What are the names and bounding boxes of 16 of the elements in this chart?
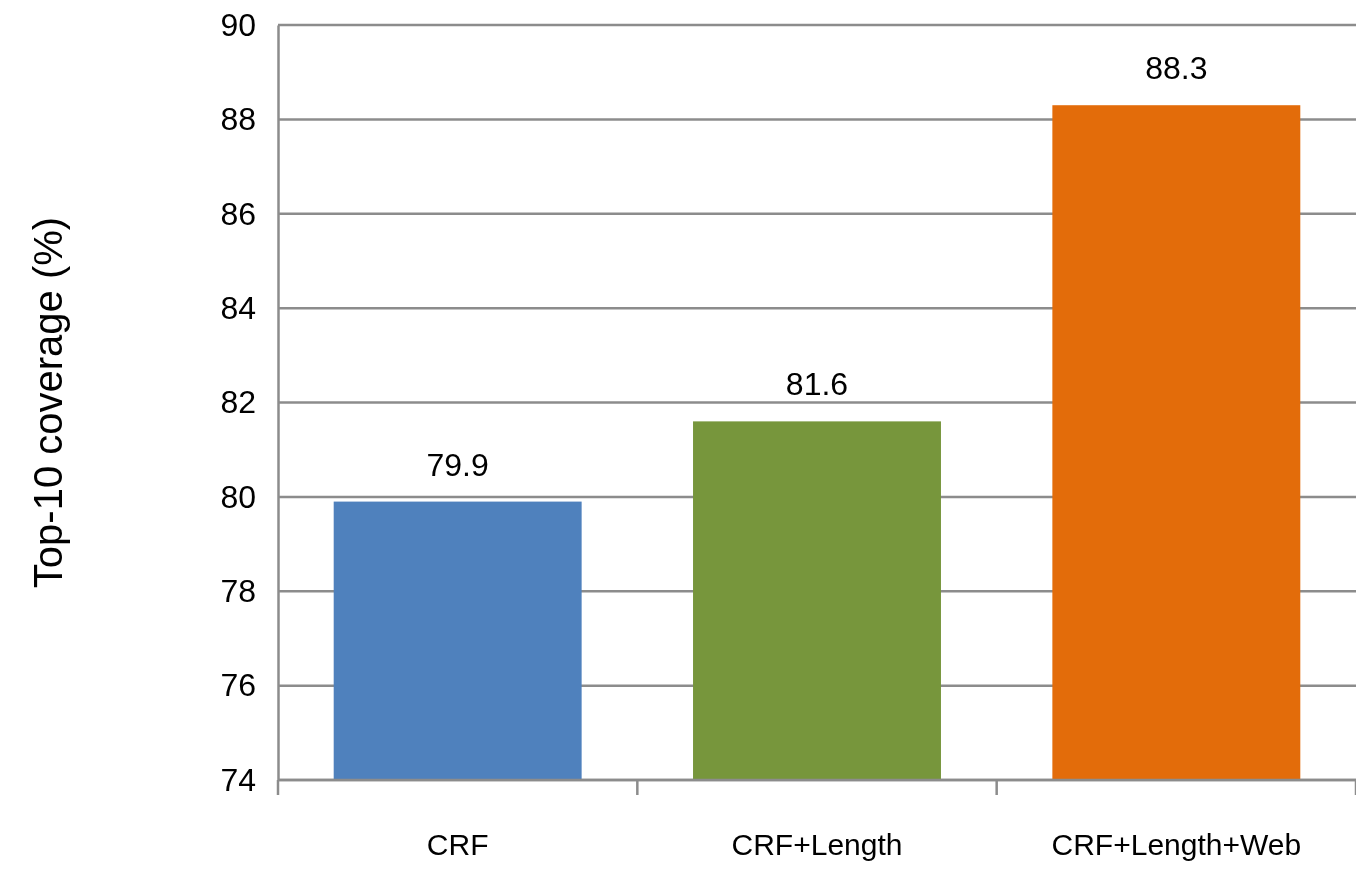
y-tick-label: 88 — [220, 101, 256, 138]
y-tick-label: 86 — [220, 195, 256, 232]
y-axis-title: Top-10 coverage (%) — [26, 216, 70, 589]
data-label: 79.9 — [426, 446, 489, 483]
y-tick-label: 78 — [220, 572, 256, 609]
y-tick-label: 80 — [220, 478, 256, 515]
y-tick-label: 90 — [220, 6, 256, 43]
data-label: 81.6 — [785, 366, 849, 403]
y-tick-label: 84 — [220, 289, 256, 326]
x-tick-label: CRF+Length — [731, 828, 903, 861]
x-tick-label: CRF — [426, 828, 489, 861]
y-tick-label: 82 — [220, 384, 256, 421]
y-tick-label: 76 — [220, 667, 256, 704]
data-label: 88.3 — [1145, 50, 1208, 87]
y-tick-label: 74 — [220, 761, 256, 798]
x-tick-label: CRF+Length+Web — [1051, 828, 1302, 861]
